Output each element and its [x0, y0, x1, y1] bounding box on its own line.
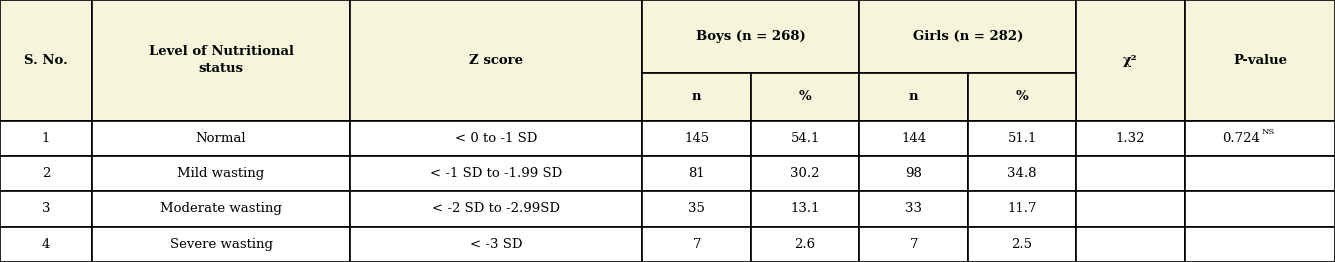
Text: Normal: Normal	[196, 132, 247, 145]
Text: 33: 33	[905, 203, 922, 215]
Bar	[0, 191, 92, 227]
Bar	[968, 227, 1076, 262]
Bar	[92, 191, 350, 227]
Bar	[350, 191, 642, 227]
Text: 1.32: 1.32	[1116, 132, 1145, 145]
Text: n: n	[909, 90, 918, 103]
Text: 54.1: 54.1	[790, 132, 820, 145]
Bar	[642, 191, 750, 227]
Text: 13.1: 13.1	[790, 203, 820, 215]
Text: 2.5: 2.5	[1012, 238, 1032, 251]
Bar	[968, 156, 1076, 191]
Bar	[92, 121, 350, 156]
Bar	[642, 0, 860, 73]
Bar	[750, 227, 860, 262]
Text: 81: 81	[689, 167, 705, 180]
Bar	[750, 121, 860, 156]
Bar	[860, 227, 968, 262]
Bar	[1185, 156, 1335, 191]
Bar	[1185, 0, 1335, 121]
Bar	[860, 121, 968, 156]
Text: %: %	[798, 90, 812, 103]
Text: 7: 7	[909, 238, 918, 251]
Text: 51.1: 51.1	[1008, 132, 1037, 145]
Bar	[968, 191, 1076, 227]
Bar	[860, 73, 968, 121]
Bar	[642, 121, 750, 156]
Text: 1: 1	[41, 132, 51, 145]
Text: 144: 144	[901, 132, 926, 145]
Bar	[1185, 227, 1335, 262]
Text: < -1 SD to -1.99 SD: < -1 SD to -1.99 SD	[430, 167, 562, 180]
Bar	[92, 227, 350, 262]
Bar	[1076, 191, 1185, 227]
Bar	[642, 73, 750, 121]
Bar	[92, 156, 350, 191]
Bar	[860, 156, 968, 191]
Text: Boys (n = 268): Boys (n = 268)	[696, 30, 806, 43]
Text: 145: 145	[684, 132, 709, 145]
Text: 35: 35	[689, 203, 705, 215]
Bar	[350, 156, 642, 191]
Text: < 0 to -1 SD: < 0 to -1 SD	[455, 132, 538, 145]
Bar	[642, 227, 750, 262]
Bar	[1076, 156, 1185, 191]
Bar	[350, 227, 642, 262]
Text: Mild wasting: Mild wasting	[178, 167, 264, 180]
Text: 11.7: 11.7	[1008, 203, 1037, 215]
Text: %: %	[1016, 90, 1028, 103]
Bar	[750, 73, 860, 121]
Bar	[0, 156, 92, 191]
Text: 34.8: 34.8	[1008, 167, 1037, 180]
Text: Moderate wasting: Moderate wasting	[160, 203, 282, 215]
Bar	[1185, 121, 1335, 156]
Bar	[642, 156, 750, 191]
Text: < -3 SD: < -3 SD	[470, 238, 523, 251]
Text: S. No.: S. No.	[24, 54, 68, 67]
Text: Z score: Z score	[470, 54, 523, 67]
Text: 7: 7	[693, 238, 701, 251]
Text: 2.6: 2.6	[794, 238, 816, 251]
Text: Severe wasting: Severe wasting	[170, 238, 272, 251]
Bar	[860, 0, 1076, 73]
Text: 30.2: 30.2	[790, 167, 820, 180]
Text: 4: 4	[41, 238, 51, 251]
Bar	[968, 73, 1076, 121]
Bar	[860, 191, 968, 227]
Bar	[1185, 191, 1335, 227]
Text: NS: NS	[1262, 128, 1275, 136]
Bar	[750, 191, 860, 227]
Text: χ²: χ²	[1123, 54, 1137, 67]
Text: 2: 2	[41, 167, 51, 180]
Bar	[350, 121, 642, 156]
Text: 0.724: 0.724	[1222, 132, 1260, 145]
Text: < -2 SD to -2.99SD: < -2 SD to -2.99SD	[433, 203, 561, 215]
Bar	[0, 121, 92, 156]
Bar	[0, 227, 92, 262]
Text: P-value: P-value	[1234, 54, 1287, 67]
Bar	[350, 0, 642, 121]
Text: 3: 3	[41, 203, 51, 215]
Text: Girls (n = 282): Girls (n = 282)	[913, 30, 1023, 43]
Bar	[968, 121, 1076, 156]
Bar	[750, 156, 860, 191]
Bar	[92, 0, 350, 121]
Bar	[0, 0, 92, 121]
Text: n: n	[692, 90, 701, 103]
Bar	[1076, 0, 1185, 121]
Bar	[1076, 227, 1185, 262]
Text: Level of Nutritional
status: Level of Nutritional status	[148, 45, 294, 75]
Bar	[1076, 121, 1185, 156]
Text: 98: 98	[905, 167, 922, 180]
